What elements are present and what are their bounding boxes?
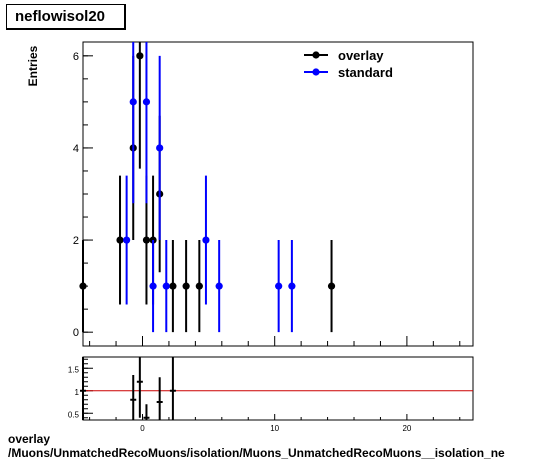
footer-path-label: /Muons/UnmatchedRecoMuons/isolation/Muon… bbox=[8, 446, 505, 460]
main-ytick-label: 4 bbox=[73, 143, 79, 155]
main-ylabel: Entries bbox=[26, 45, 40, 86]
main-data-point bbox=[79, 282, 87, 290]
legend-label-overlay: overlay bbox=[338, 48, 384, 63]
ratio-xtick-label: 20 bbox=[402, 424, 411, 433]
main-plot-frame: 0 2 4 6 Entries overlay standard bbox=[26, 41, 474, 347]
main-data-point bbox=[169, 282, 177, 290]
main-ytick-label: 2 bbox=[73, 235, 79, 247]
main-data-point bbox=[327, 282, 336, 290]
main-data-point bbox=[162, 282, 170, 290]
main-data-point bbox=[149, 282, 157, 290]
main-data-point bbox=[123, 236, 131, 244]
legend-label-standard: standard bbox=[338, 65, 393, 80]
main-data-point bbox=[275, 282, 283, 290]
main-ytick-label: 6 bbox=[73, 51, 79, 63]
histogram-title: neflowisol20 bbox=[15, 8, 106, 25]
main-ytick-label: 0 bbox=[73, 327, 79, 339]
main-data-point bbox=[182, 282, 190, 290]
ratio-ytick-label: 1 bbox=[75, 388, 80, 397]
ratio-series-ratio bbox=[80, 357, 176, 420]
ratio-ytick-label: 0.5 bbox=[68, 410, 80, 419]
main-data-point bbox=[142, 98, 151, 106]
main-data-point bbox=[195, 282, 203, 290]
main-data-point bbox=[202, 236, 210, 244]
main-data-point bbox=[288, 282, 296, 290]
legend-marker-overlay bbox=[312, 51, 320, 59]
ratio-axes-box bbox=[82, 356, 474, 421]
legend: overlay standard bbox=[304, 48, 393, 80]
main-data-point bbox=[136, 52, 144, 60]
main-data-point bbox=[215, 282, 223, 290]
main-data-point bbox=[142, 236, 151, 244]
footer-overlay-label: overlay bbox=[8, 432, 51, 446]
ratio-plot-frame: 0.5 1 1.5 0 10 20 bbox=[68, 356, 474, 433]
main-series-overlay bbox=[79, 42, 336, 333]
main-data-point bbox=[156, 144, 164, 152]
main-data-point bbox=[116, 236, 124, 244]
main-data-point bbox=[129, 98, 137, 106]
ratio-ytick-label: 1.5 bbox=[68, 365, 80, 374]
main-series-standard bbox=[123, 42, 296, 333]
ratio-xtick-label: 0 bbox=[140, 424, 145, 433]
ratio-xtick-label: 10 bbox=[270, 424, 279, 433]
histogram-title-box: neflowisol20 bbox=[6, 4, 126, 30]
legend-marker-standard bbox=[312, 68, 320, 76]
